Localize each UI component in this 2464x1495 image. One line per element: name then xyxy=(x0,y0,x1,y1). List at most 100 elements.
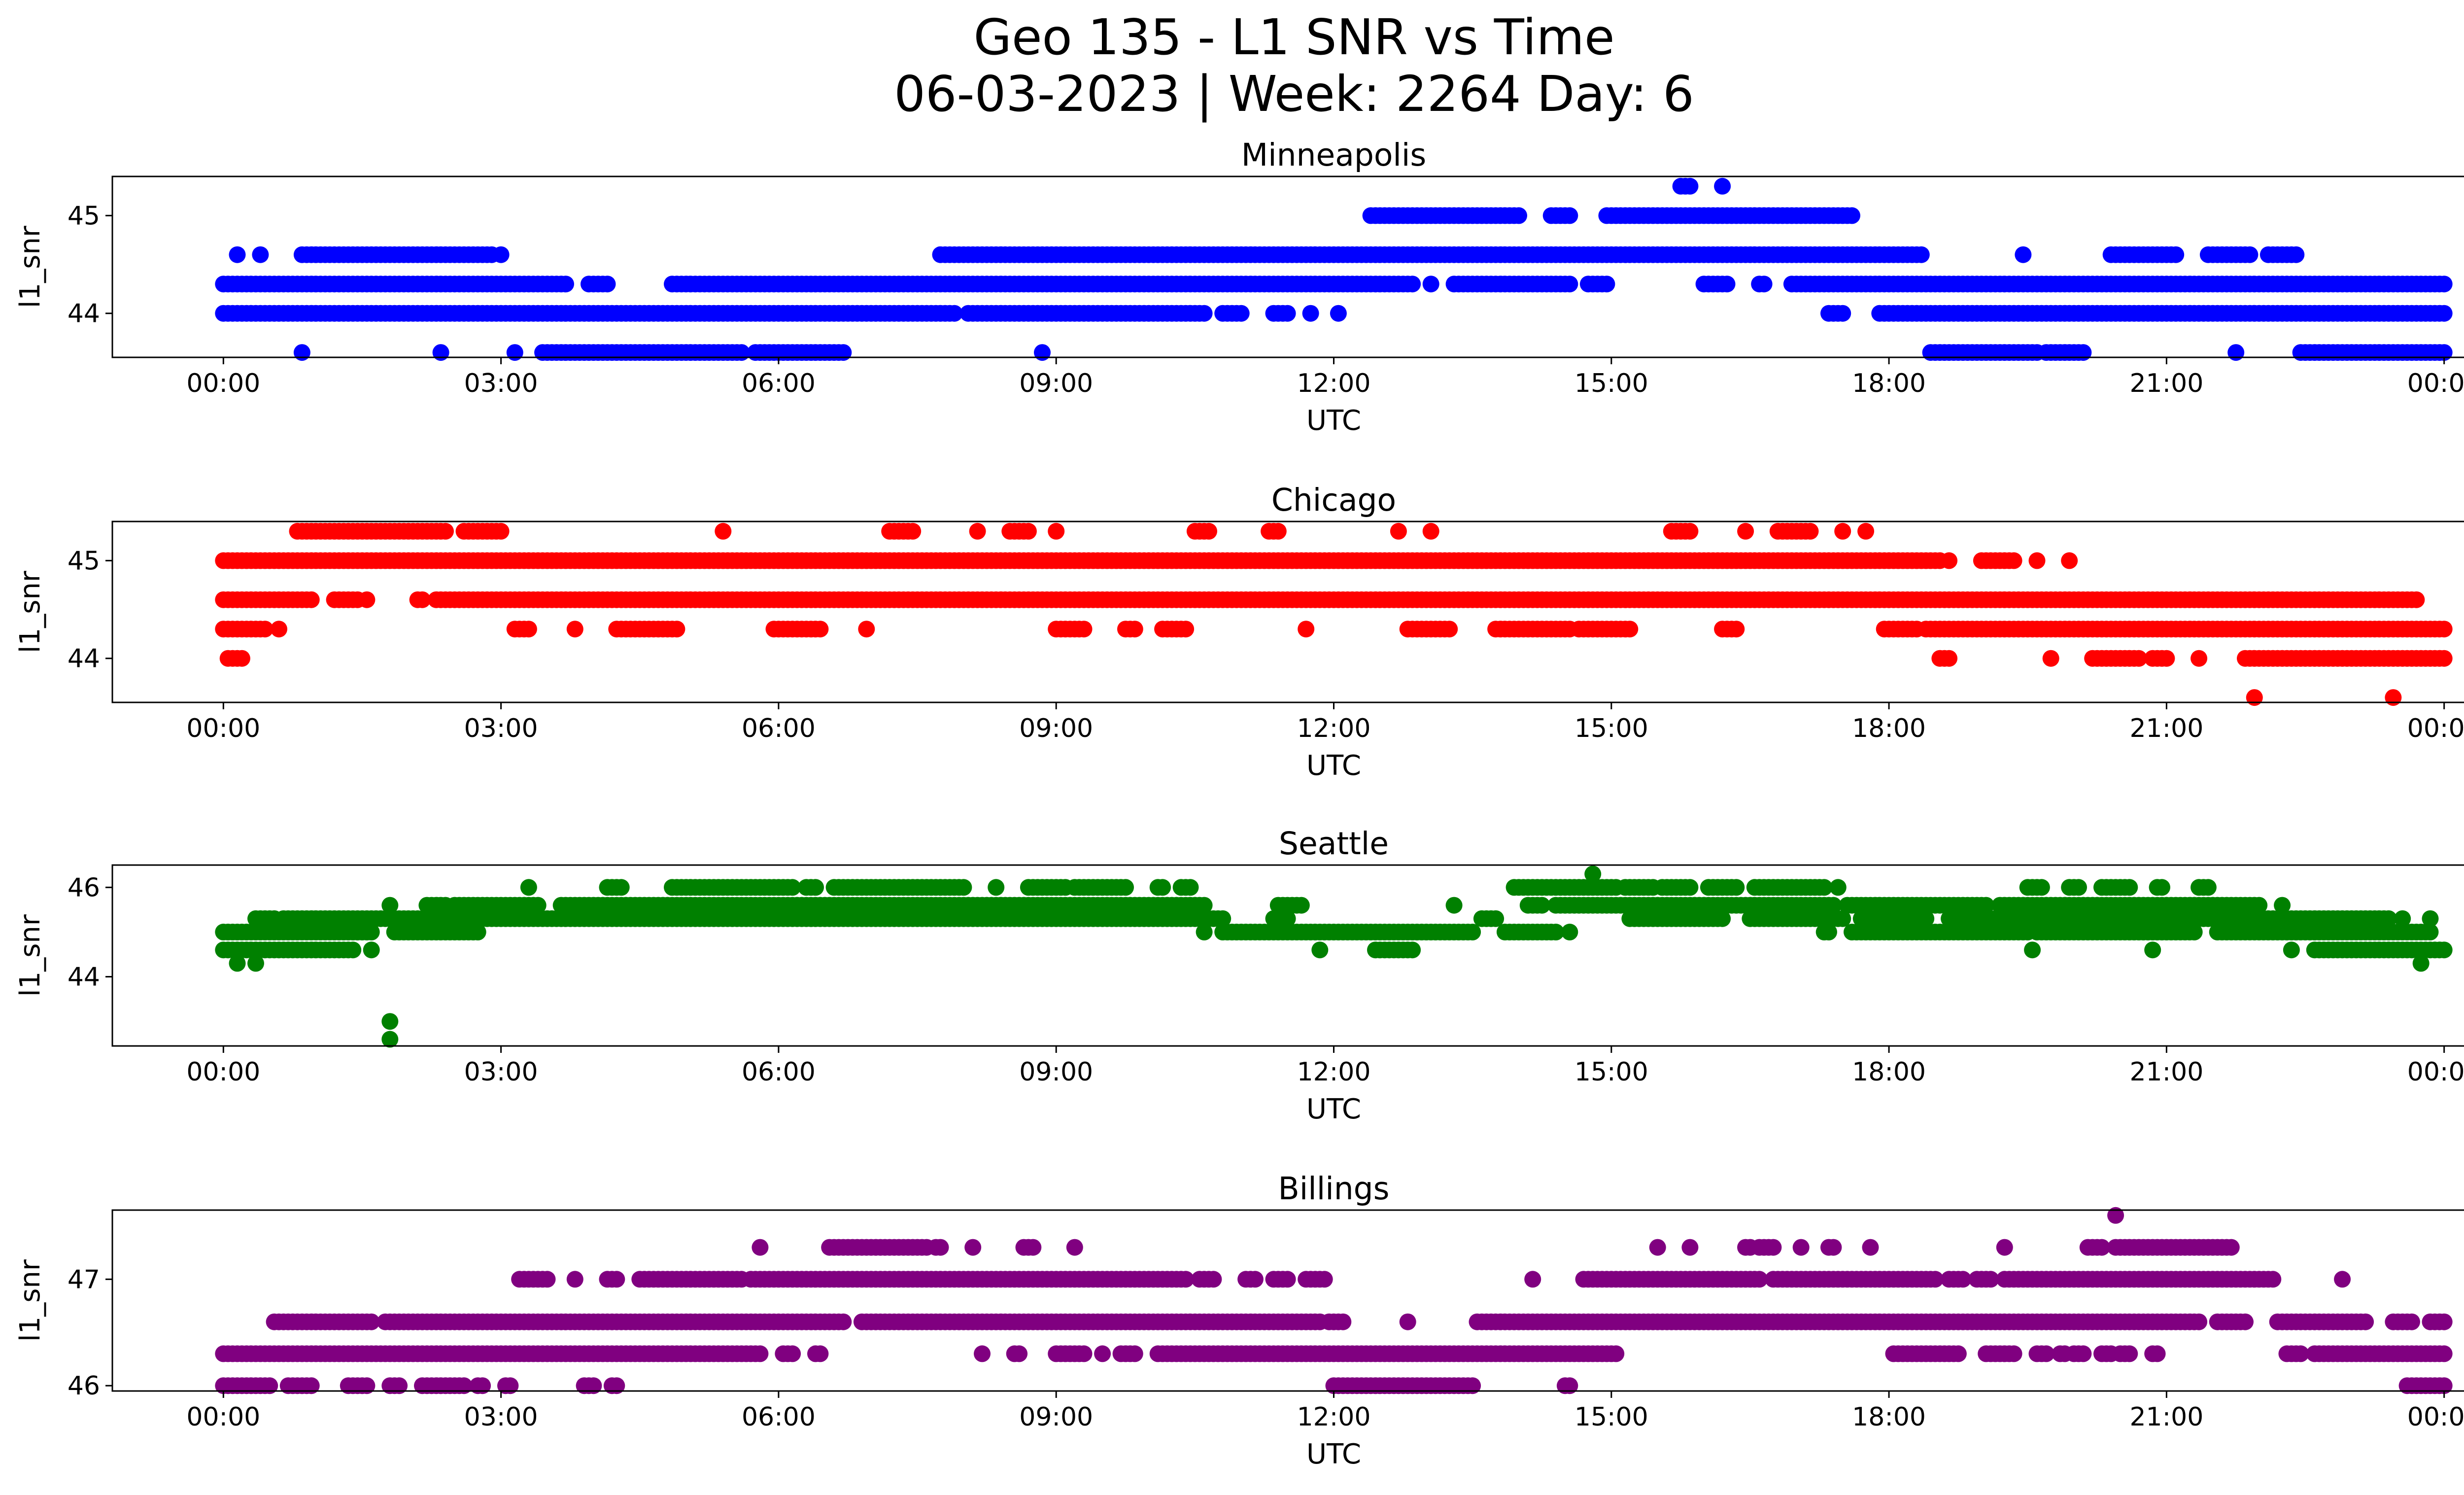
data-point xyxy=(1094,1345,1111,1362)
data-point xyxy=(2199,879,2217,896)
data-point xyxy=(955,879,972,896)
data-point xyxy=(2075,344,2092,361)
data-point xyxy=(1196,897,1213,914)
data-point xyxy=(1117,879,1134,896)
data-point xyxy=(1950,1345,1967,1362)
data-point xyxy=(2334,1271,2351,1288)
data-point xyxy=(2061,552,2078,569)
data-point xyxy=(2435,305,2453,322)
data-point xyxy=(2283,941,2300,959)
data-point xyxy=(1510,207,1527,224)
data-point xyxy=(1561,923,1578,940)
x-axis-label: UTC xyxy=(1306,750,1361,782)
y-tick-label: 44 xyxy=(68,644,100,674)
data-point xyxy=(946,305,963,322)
x-tick-label: 00:00 xyxy=(186,1402,260,1432)
data-point xyxy=(358,591,376,608)
y-tick-label: 45 xyxy=(68,546,100,576)
data-point xyxy=(1445,897,1463,914)
data-point xyxy=(1441,621,1458,638)
data-point xyxy=(2149,1345,2166,1362)
x-tick-label: 00:00 xyxy=(186,369,260,398)
data-point xyxy=(1269,522,1287,540)
data-point xyxy=(1802,522,1819,540)
data-point xyxy=(1547,923,1565,940)
data-point xyxy=(1422,276,1439,293)
x-tick-label: 06:00 xyxy=(742,369,816,398)
data-point xyxy=(2005,552,2022,569)
plot-frame xyxy=(111,175,2464,358)
data-point xyxy=(2435,1313,2453,1330)
data-point xyxy=(2264,1271,2282,1288)
figure-title-line1: Geo 135 - L1 SNR vs Time xyxy=(974,8,1615,66)
data-point xyxy=(812,621,829,638)
data-point xyxy=(1399,1313,1416,1330)
data-point xyxy=(303,591,320,608)
data-point xyxy=(812,1345,829,1362)
data-point xyxy=(1681,177,1699,195)
y-axis-label: l1_snr xyxy=(14,1259,46,1342)
data-point xyxy=(2158,650,2175,667)
data-point xyxy=(1524,1271,1541,1288)
data-point xyxy=(2241,246,2259,263)
data-point xyxy=(2121,1345,2138,1362)
data-point xyxy=(932,1239,949,1256)
data-point xyxy=(2167,246,2185,263)
x-tick-label: 00:00 xyxy=(186,714,260,743)
x-tick-label: 21:00 xyxy=(2129,1057,2203,1087)
data-point xyxy=(2144,941,2161,959)
data-point xyxy=(2435,1345,2453,1362)
data-point xyxy=(1681,879,1699,896)
data-point xyxy=(1829,879,1847,896)
data-point xyxy=(256,621,274,638)
x-tick-label: 03:00 xyxy=(464,1402,538,1432)
x-tick-label: 00:00 xyxy=(2407,1402,2464,1432)
x-tick-label: 21:00 xyxy=(2129,1402,2203,1432)
data-point xyxy=(1034,344,1051,361)
data-point xyxy=(2251,897,2268,914)
data-point xyxy=(2435,941,2453,959)
series-points xyxy=(215,866,2453,1048)
x-tick-label: 15:00 xyxy=(1574,1402,1648,1432)
x-tick-label: 03:00 xyxy=(464,714,538,743)
data-point xyxy=(974,1345,991,1362)
figure-title-line2: 06-03-2023 | Week: 2264 Day: 6 xyxy=(894,65,1694,123)
x-tick-label: 12:00 xyxy=(1297,1057,1371,1087)
data-point xyxy=(1214,910,1232,927)
data-point xyxy=(1330,305,1347,322)
plot-frame xyxy=(111,521,2464,703)
data-point xyxy=(807,879,824,896)
data-point xyxy=(1862,1239,1879,1256)
data-point xyxy=(2130,650,2148,667)
y-tick-label: 46 xyxy=(68,1371,100,1401)
data-point xyxy=(432,344,449,361)
data-point xyxy=(1649,1239,1666,1256)
data-point xyxy=(1154,879,1171,896)
x-tick-label: 18:00 xyxy=(1852,1057,1926,1087)
data-point xyxy=(492,522,510,540)
subplot-title: Seattle xyxy=(1279,826,1389,862)
x-tick-label: 21:00 xyxy=(2129,714,2203,743)
data-point xyxy=(1126,621,1143,638)
data-point xyxy=(520,621,537,638)
data-point xyxy=(414,591,431,608)
data-point xyxy=(1316,1271,1333,1288)
data-point xyxy=(2028,552,2046,569)
data-point xyxy=(715,522,732,540)
y-tick-label: 44 xyxy=(68,963,100,992)
data-point xyxy=(1681,522,1699,540)
x-tick-label: 15:00 xyxy=(1574,369,1648,398)
data-point xyxy=(969,522,986,540)
data-point xyxy=(1561,207,1578,224)
data-point xyxy=(2223,1239,2240,1256)
data-point xyxy=(608,1271,625,1288)
data-point xyxy=(1048,522,1065,540)
data-point xyxy=(904,522,922,540)
x-tick-label: 18:00 xyxy=(1852,369,1926,398)
data-point xyxy=(1755,276,1773,293)
data-point xyxy=(1075,1345,1093,1362)
data-point xyxy=(1205,1271,1222,1288)
data-point xyxy=(2121,879,2138,896)
data-point xyxy=(1487,910,1505,927)
